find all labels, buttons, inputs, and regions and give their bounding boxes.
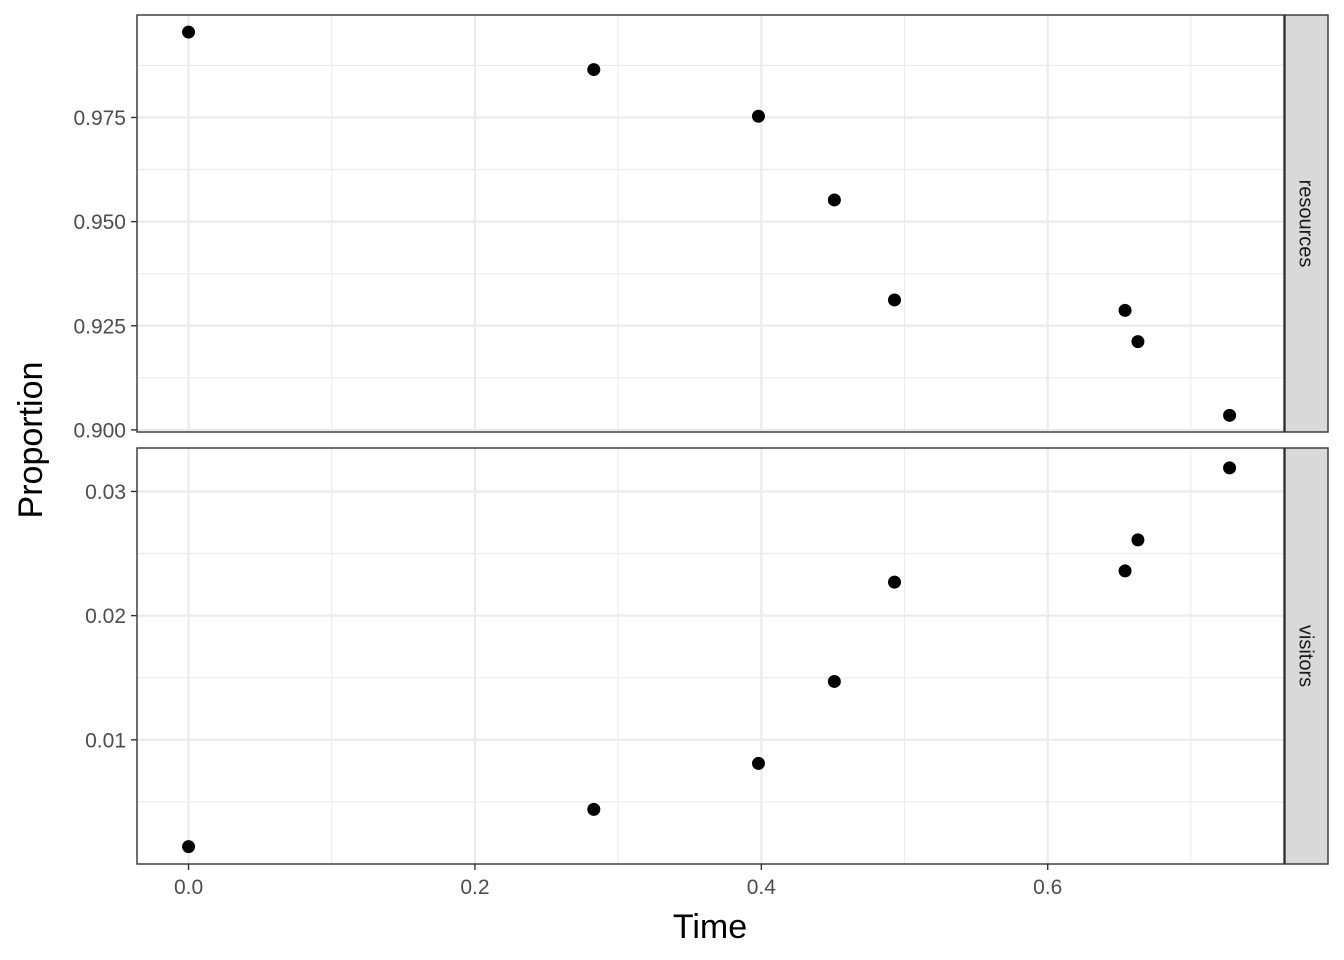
y-tick-label: 0.950 [73, 211, 126, 234]
data-point [182, 25, 196, 39]
facet-strip [1284, 14, 1329, 433]
facet-panel-visitors: 0.01 0.02 0.03 visitors 0.0 0.2 0.4 0.6 [85, 447, 1329, 899]
data-point [827, 674, 841, 688]
panels-layer: 0.9000.9250.9500.975resources0.010.020.0… [73, 14, 1329, 899]
panel-background [137, 448, 1284, 864]
facet-panel-resources: 0.900 0.925 0.950 0.975 resources [73, 14, 1329, 442]
panel-background [137, 15, 1284, 432]
data-point [888, 293, 902, 307]
data-point [1131, 533, 1145, 547]
data-point [1118, 564, 1132, 578]
data-point [587, 63, 601, 77]
y-tick-label: 0.03 [85, 481, 126, 504]
data-point [1223, 461, 1237, 475]
panel-border [136, 447, 1285, 865]
y-tick-label: 0.975 [73, 107, 126, 130]
facet-strip [1284, 447, 1329, 865]
x-tick-label: 0.4 [747, 876, 777, 899]
data-point [751, 756, 765, 770]
panel-border [136, 14, 1285, 433]
facet-strip-label: visitors [1295, 625, 1317, 687]
x-tick-label: 0.6 [1033, 876, 1062, 899]
data-point [587, 802, 601, 816]
x-axis-title: Time [673, 908, 747, 946]
y-tick-label: 0.925 [73, 315, 126, 338]
data-point [751, 109, 765, 123]
data-point [827, 193, 841, 207]
data-point [888, 575, 902, 589]
x-tick-label: 0.2 [460, 876, 489, 899]
data-point [1223, 408, 1237, 422]
y-tick-label: 0.900 [73, 419, 126, 442]
y-axis-title: Proportion [12, 362, 50, 519]
data-point [1131, 335, 1145, 349]
x-tick-label: 0.0 [174, 876, 203, 899]
y-tick-label: 0.02 [85, 605, 126, 628]
facet-strip-label: resources [1295, 180, 1317, 268]
data-point [1118, 303, 1132, 317]
y-tick-label: 0.01 [85, 729, 126, 752]
data-point [182, 840, 196, 854]
